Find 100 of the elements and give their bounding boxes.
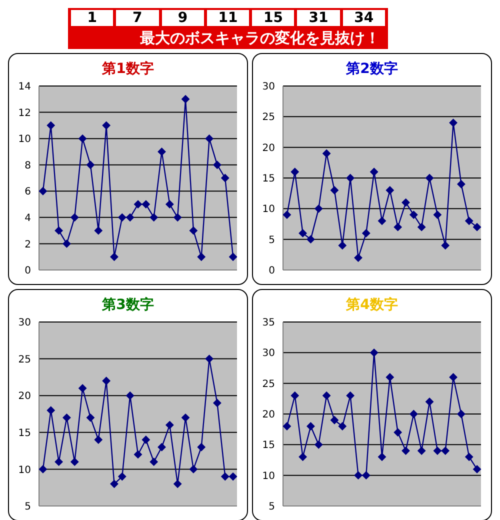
point — [386, 186, 394, 194]
point — [54, 226, 63, 235]
point — [394, 223, 402, 232]
y-tick-label: 5 — [268, 502, 275, 513]
point — [370, 348, 378, 357]
point — [338, 422, 346, 430]
point — [426, 398, 434, 406]
point — [118, 213, 126, 222]
y-tick-label: 35 — [262, 318, 275, 329]
point — [158, 148, 166, 156]
chart-title: 第1数字 — [101, 60, 155, 78]
point — [449, 373, 458, 382]
y-tick-label: 20 — [262, 410, 275, 421]
y-tick-label: 10 — [262, 204, 275, 216]
point — [86, 414, 94, 422]
y-tick-label: 0 — [24, 266, 31, 277]
y-tick-label: 5 — [24, 502, 31, 513]
point — [126, 213, 134, 222]
point — [457, 410, 466, 418]
point — [182, 414, 190, 422]
point — [465, 216, 474, 225]
point — [426, 174, 434, 182]
text: 9 — [162, 10, 204, 26]
point — [378, 216, 386, 225]
point — [166, 200, 174, 208]
y-tick-label: 5 — [268, 234, 275, 246]
point — [394, 428, 402, 436]
point — [298, 452, 307, 461]
y-tick-label: 6 — [24, 186, 31, 198]
point — [370, 168, 378, 176]
y-tick-label: 15 — [262, 440, 275, 452]
point — [38, 187, 47, 196]
point — [473, 465, 482, 474]
point — [70, 458, 79, 466]
text: 34 — [342, 10, 385, 26]
point — [38, 465, 47, 474]
point — [94, 436, 102, 444]
y-tick-label: 20 — [262, 142, 275, 154]
y-tick-label: 4 — [24, 212, 31, 224]
point — [182, 95, 190, 104]
y-tick-label: 30 — [262, 82, 275, 93]
text: 11 — [206, 10, 250, 26]
point — [418, 223, 426, 232]
point — [197, 443, 206, 452]
point — [282, 210, 291, 219]
y-tick-label: 25 — [262, 112, 275, 124]
y-tick-label: 30 — [262, 348, 275, 360]
point — [189, 465, 198, 474]
y-tick-label: 15 — [18, 428, 31, 439]
point — [338, 241, 346, 250]
point — [62, 414, 71, 422]
point — [86, 160, 94, 169]
point — [457, 180, 466, 188]
point — [362, 471, 370, 480]
point — [402, 198, 410, 207]
point — [102, 376, 110, 385]
point — [402, 446, 410, 455]
point — [46, 121, 55, 130]
point — [410, 210, 418, 219]
y-tick-label: 10 — [262, 470, 275, 482]
point — [62, 240, 71, 248]
point — [221, 472, 230, 481]
point — [306, 235, 315, 244]
point — [282, 422, 291, 430]
point — [290, 168, 299, 176]
y-tick-label: 25 — [262, 378, 275, 390]
point — [346, 174, 354, 182]
y-tick-label: 8 — [24, 160, 31, 172]
point — [174, 480, 182, 488]
point — [174, 213, 182, 222]
point — [330, 186, 338, 194]
text: 最大のボスキャラの変化を見抜け！ — [68, 28, 388, 49]
point — [378, 452, 386, 461]
point — [290, 392, 299, 400]
point — [386, 373, 394, 382]
point — [205, 134, 214, 143]
point — [150, 213, 158, 222]
point — [78, 134, 87, 143]
point — [102, 121, 110, 130]
y-tick-label: 10 — [18, 134, 31, 146]
chart-title: 第4数字 — [345, 296, 399, 314]
point — [306, 422, 315, 430]
point — [197, 252, 206, 261]
point — [433, 446, 442, 455]
point — [110, 252, 118, 261]
point — [330, 416, 338, 424]
point — [110, 480, 118, 488]
text: 31 — [297, 10, 340, 26]
point — [433, 210, 442, 219]
point — [213, 160, 222, 169]
point — [213, 398, 222, 407]
point — [134, 450, 142, 458]
y-tick-label: 15 — [262, 174, 275, 185]
point — [221, 174, 230, 182]
point — [205, 354, 214, 363]
point — [166, 421, 174, 430]
point — [322, 149, 331, 158]
y-tick-label: 20 — [18, 391, 31, 402]
point — [354, 471, 362, 480]
point — [314, 204, 323, 213]
